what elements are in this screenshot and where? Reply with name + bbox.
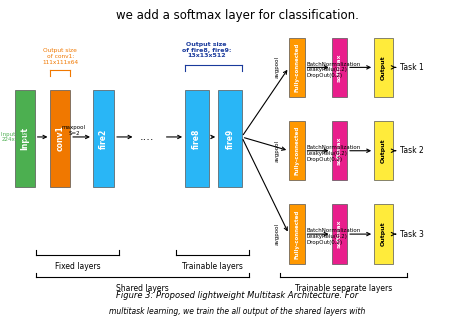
Text: BatchNormalization
LeakyRelu(0.2)
DropOut(0.2): BatchNormalization LeakyRelu(0.2) DropOu… (307, 145, 361, 162)
Text: Output size
of conv1:
111x111x64: Output size of conv1: 111x111x64 (42, 48, 78, 65)
Text: fire9: fire9 (226, 128, 235, 149)
Text: Fixed layers: Fixed layers (55, 262, 100, 271)
Text: fire2: fire2 (99, 128, 108, 149)
Text: Fully-connected: Fully-connected (294, 209, 299, 259)
Text: multitask learning, we train the all output of the shared layers with: multitask learning, we train the all out… (109, 308, 365, 317)
Text: Trainable layers: Trainable layers (182, 262, 243, 271)
Text: Output: Output (381, 55, 386, 80)
FancyBboxPatch shape (185, 90, 209, 187)
FancyBboxPatch shape (331, 204, 347, 264)
Text: avgpool: avgpool (274, 140, 280, 162)
Text: softmax: softmax (337, 53, 342, 82)
Text: we add a softmax layer for classification.: we add a softmax layer for classificatio… (116, 9, 358, 22)
Text: softmax: softmax (337, 220, 342, 248)
Text: Task 1: Task 1 (400, 63, 424, 72)
Text: avgpool: avgpool (274, 223, 280, 245)
Text: BatchNormalization
LeakyRelu(0.2)
DropOut(0.2): BatchNormalization LeakyRelu(0.2) DropOu… (307, 62, 361, 78)
FancyBboxPatch shape (93, 90, 114, 187)
FancyBboxPatch shape (289, 38, 305, 97)
Text: Task 2: Task 2 (400, 146, 424, 155)
Text: maxpool
S=2: maxpool S=2 (62, 125, 86, 136)
Text: avgpool: avgpool (274, 56, 280, 78)
Text: Output size
of fire8, fire9:
13x13x512: Output size of fire8, fire9: 13x13x512 (182, 42, 231, 58)
Text: Input size:
224x224x3: Input size: 224x224x3 (1, 132, 32, 142)
Text: Output: Output (381, 222, 386, 246)
Text: ....: .... (140, 132, 155, 142)
FancyBboxPatch shape (50, 90, 70, 187)
Text: Task 3: Task 3 (400, 230, 424, 239)
Text: Output: Output (381, 138, 386, 163)
FancyBboxPatch shape (374, 204, 393, 264)
Text: conv1: conv1 (56, 126, 65, 151)
Text: Fully-connected: Fully-connected (294, 126, 299, 175)
Text: BatchNormalization
LeakyRelu(0.2)
DropOut(0.2): BatchNormalization LeakyRelu(0.2) DropOu… (307, 228, 361, 245)
Text: Trainable separate layers: Trainable separate layers (295, 284, 392, 293)
Text: Figure 3: Proposed lightweight Multitask Architecture. For: Figure 3: Proposed lightweight Multitask… (116, 291, 358, 300)
FancyBboxPatch shape (289, 204, 305, 264)
Text: softmax: softmax (337, 137, 342, 165)
Text: Shared layers: Shared layers (116, 284, 169, 293)
FancyBboxPatch shape (331, 121, 347, 180)
FancyBboxPatch shape (15, 90, 35, 187)
Text: Fully-connected: Fully-connected (294, 43, 299, 92)
FancyBboxPatch shape (289, 121, 305, 180)
FancyBboxPatch shape (218, 90, 242, 187)
FancyBboxPatch shape (374, 121, 393, 180)
Text: Input: Input (20, 127, 29, 150)
Text: fire8: fire8 (192, 128, 201, 149)
FancyBboxPatch shape (331, 38, 347, 97)
FancyBboxPatch shape (374, 38, 393, 97)
